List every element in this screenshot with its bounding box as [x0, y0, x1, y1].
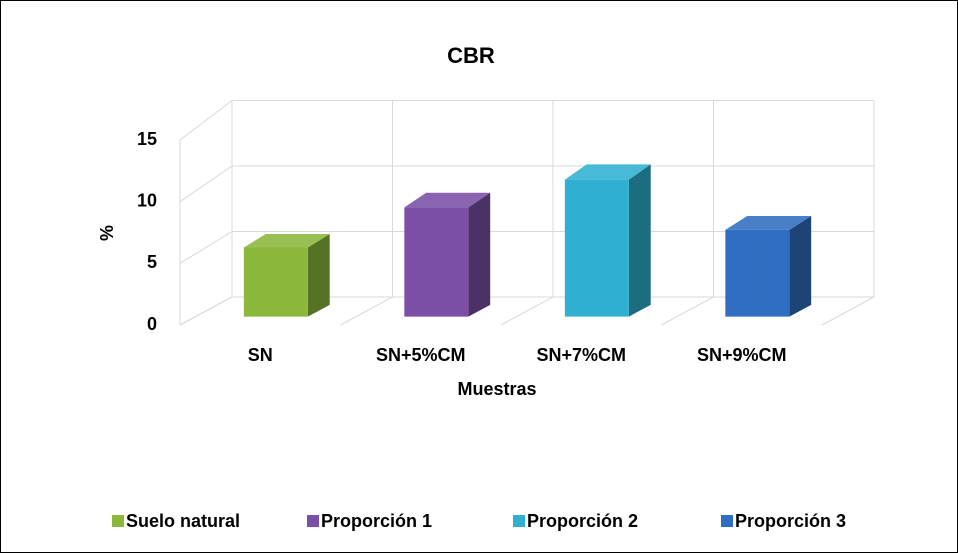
grid-line — [500, 100, 554, 326]
y-tick-label: 15 — [137, 129, 157, 149]
grid-line — [821, 100, 875, 326]
legend-label: Proporción 1 — [321, 511, 432, 531]
bar-side — [628, 164, 651, 317]
bar-top — [725, 215, 812, 230]
x-tick-label: SN — [248, 345, 273, 365]
legend-label: Proporción 2 — [527, 511, 638, 531]
y-tick-label: 10 — [137, 190, 157, 210]
bar-front — [725, 229, 790, 317]
y-tick-label: 0 — [147, 314, 157, 334]
grid-line — [179, 100, 233, 326]
bar-top — [564, 164, 651, 180]
grid-line — [340, 100, 393, 326]
x-tick-label: SN+9%CM — [697, 345, 787, 365]
legend-label: Suelo natural — [126, 511, 240, 531]
bar-front — [243, 247, 308, 317]
bar — [404, 192, 491, 317]
bar-top — [404, 192, 491, 208]
bar-top — [243, 233, 330, 248]
x-tick-label: SN+5%CM — [376, 345, 466, 365]
y-axis-title: % — [97, 225, 117, 241]
bar — [564, 164, 651, 317]
bar — [243, 233, 330, 317]
legend-swatch — [721, 515, 733, 527]
bar-front — [404, 207, 469, 317]
bar-front — [564, 179, 629, 317]
bar-side — [307, 233, 330, 317]
chart-title: CBR — [447, 43, 495, 68]
legend-swatch — [112, 515, 124, 527]
grid-line — [661, 100, 714, 326]
bar-side — [789, 215, 812, 317]
y-tick-label: 5 — [147, 252, 157, 272]
x-axis-title: Muestras — [457, 379, 536, 399]
legend-label: Proporción 3 — [735, 511, 846, 531]
bar-side — [468, 192, 491, 317]
x-tick-label: SN+7%CM — [536, 345, 626, 365]
legend-swatch — [307, 515, 319, 527]
legend-swatch — [513, 515, 525, 527]
bar — [725, 215, 812, 317]
